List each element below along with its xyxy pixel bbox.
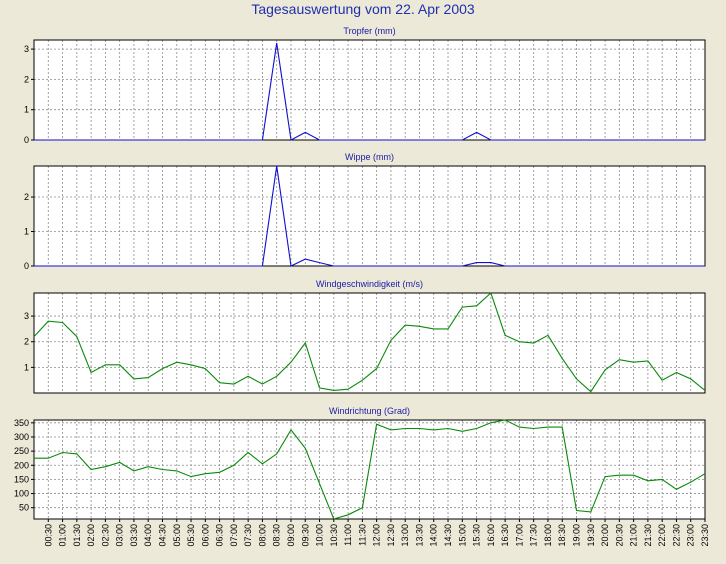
x-tick-label: 16:30 xyxy=(500,524,510,547)
x-tick-label: 21:00 xyxy=(629,524,639,547)
x-tick-label: 20:30 xyxy=(614,524,624,547)
y-tick-label: 300 xyxy=(14,432,29,442)
series-line xyxy=(34,165,705,267)
y-tick-label: 1 xyxy=(24,362,29,372)
x-tick-label: 00:30 xyxy=(43,524,53,547)
x-tick-label: 04:00 xyxy=(143,524,153,547)
x-tick-label: 01:30 xyxy=(72,524,82,547)
page-title: Tagesauswertung vom 22. Apr 2003 xyxy=(251,1,475,17)
y-tick-label: 3 xyxy=(24,311,29,321)
y-tick-label: 2 xyxy=(24,192,29,202)
x-tick-label: 20:00 xyxy=(600,524,610,547)
x-tick-label: 17:30 xyxy=(529,524,539,547)
x-tick-label: 12:00 xyxy=(372,524,382,547)
x-tick-label: 07:30 xyxy=(243,524,253,547)
x-tick-label: 04:30 xyxy=(157,524,167,547)
x-tick-label: 03:30 xyxy=(129,524,139,547)
y-tick-label: 1 xyxy=(24,105,29,115)
x-tick-label: 15:00 xyxy=(457,524,467,547)
y-tick-label: 2 xyxy=(24,337,29,347)
x-tick-label: 10:00 xyxy=(315,524,325,547)
y-tick-label: 350 xyxy=(14,418,29,428)
plot-frame xyxy=(33,419,706,520)
x-tick-label: 15:30 xyxy=(472,524,482,547)
x-tick-label: 02:30 xyxy=(100,524,110,547)
panel-title: Wippe (mm) xyxy=(345,152,394,162)
series-line xyxy=(34,419,706,520)
x-tick-label: 08:00 xyxy=(257,524,267,547)
x-tick-label: 09:30 xyxy=(300,524,310,547)
x-tick-label: 16:00 xyxy=(486,524,496,547)
chart-panel-3: 1 2 3 Windgeschwindigkeit (m/s) xyxy=(24,279,706,394)
x-tick-label: 14:00 xyxy=(429,524,439,547)
x-tick-label: 22:30 xyxy=(671,524,681,547)
y-tick-label: 250 xyxy=(14,446,29,456)
x-tick-label: 23:00 xyxy=(686,524,696,547)
y-tick-label: 200 xyxy=(14,460,29,470)
x-tick-label: 11:30 xyxy=(357,524,367,546)
x-tick-label: 11:00 xyxy=(343,524,353,546)
x-tick-label: 05:00 xyxy=(172,524,182,547)
y-tick-label: 3 xyxy=(24,44,29,54)
plot-background xyxy=(34,166,705,266)
series-line xyxy=(34,42,705,141)
plot-background xyxy=(34,420,705,519)
x-tick-label: 23:30 xyxy=(700,524,710,547)
panel-title: Windgeschwindigkeit (m/s) xyxy=(316,279,423,289)
y-tick-label: 0 xyxy=(24,261,29,271)
x-tick-label: 14:30 xyxy=(443,524,453,547)
chart-panel-2: 0 1 2 Wippe (mm) xyxy=(24,152,706,271)
plot-frame xyxy=(33,292,706,394)
x-tick-label: 10:30 xyxy=(329,524,339,547)
plot-background xyxy=(34,40,705,140)
plot-background xyxy=(34,293,705,393)
chart-panel-1: 0 1 2 3 Tropfer (mm) xyxy=(24,26,706,145)
x-tick-label: 02:00 xyxy=(86,524,96,547)
x-tick-label: 21:30 xyxy=(643,524,653,547)
x-tick-label: 12:30 xyxy=(386,524,396,547)
panel-title: Windrichtung (Grad) xyxy=(329,406,410,416)
x-tick-label: 07:00 xyxy=(229,524,239,547)
y-tick-label: 150 xyxy=(14,474,29,484)
y-tick-label: 2 xyxy=(24,74,29,84)
x-tick-label: 19:30 xyxy=(586,524,596,547)
x-tick-label: 17:00 xyxy=(514,524,524,547)
x-tick-label: 22:00 xyxy=(657,524,667,547)
x-tick-label: 05:30 xyxy=(186,524,196,547)
x-tick-label: 13:30 xyxy=(414,524,424,547)
x-tick-label: 08:30 xyxy=(272,524,282,547)
chart-panel-4: 50 100 150 200 250 300 350 Windrichtung (Grad) xyxy=(14,406,706,520)
x-tick-label: 01:00 xyxy=(58,524,68,547)
x-tick-label: 09:00 xyxy=(286,524,296,547)
x-tick-label: 18:00 xyxy=(543,524,553,547)
x-tick-label: 03:00 xyxy=(115,524,125,547)
x-tick-label: 13:00 xyxy=(400,524,410,547)
x-tick-label: 19:00 xyxy=(572,524,582,547)
x-tick-label: 06:00 xyxy=(200,524,210,547)
y-tick-label: 100 xyxy=(14,489,29,499)
panel-title: Tropfer (mm) xyxy=(343,26,395,36)
x-tick-label: 18:30 xyxy=(557,524,567,547)
series-line xyxy=(33,292,706,393)
y-tick-label: 1 xyxy=(24,227,29,237)
y-tick-label: 50 xyxy=(19,503,29,513)
y-tick-label: 0 xyxy=(24,135,29,145)
x-tick-label: 06:30 xyxy=(215,524,225,547)
